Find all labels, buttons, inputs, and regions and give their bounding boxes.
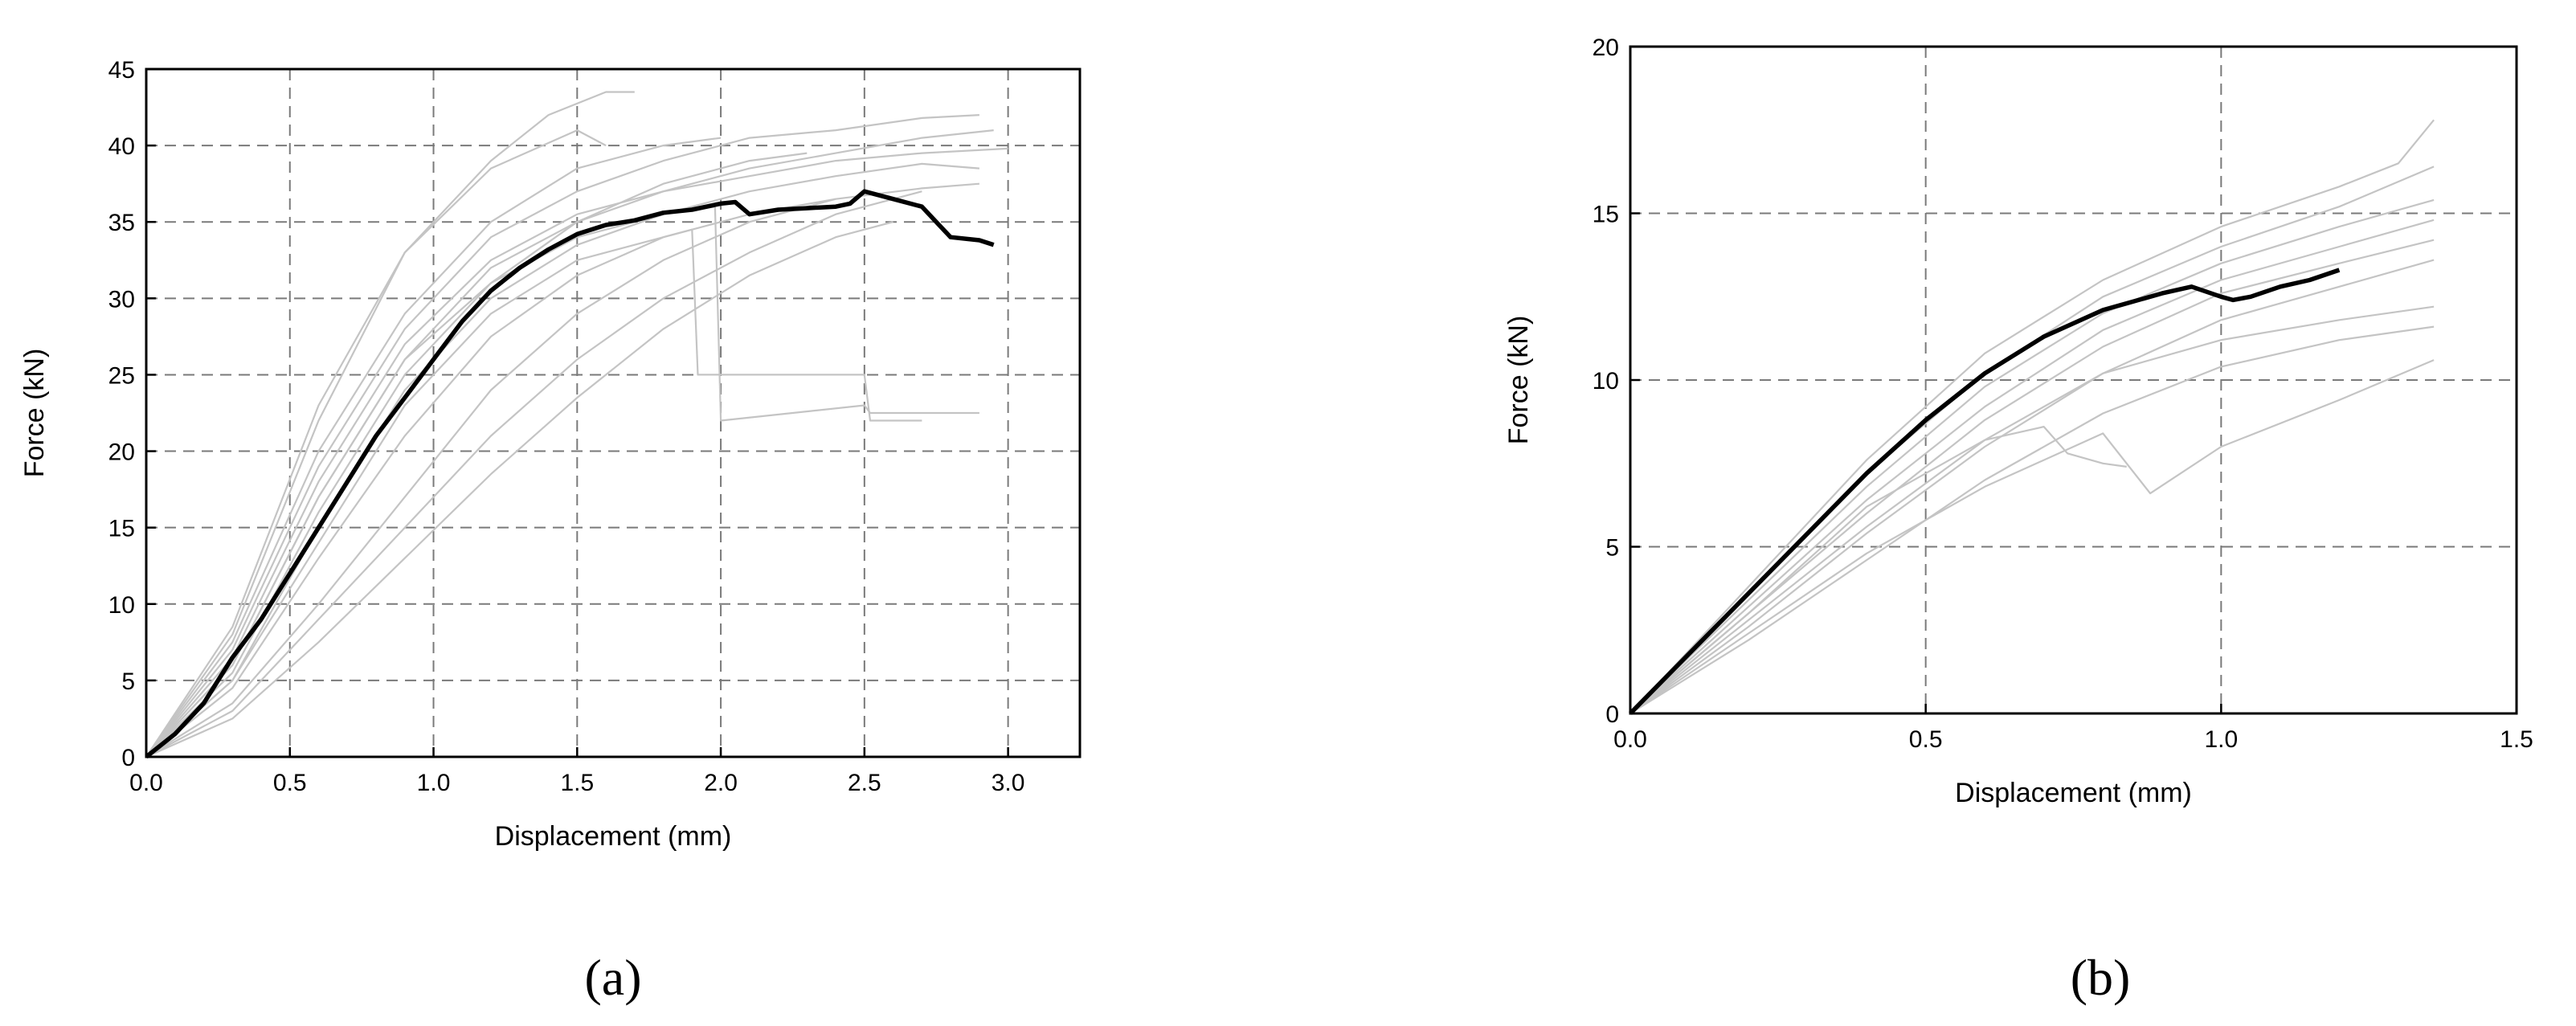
y-tick-label: 40 — [108, 133, 135, 160]
panel-label: (b) — [2071, 949, 2131, 1006]
x-tick-label: 1.5 — [2500, 726, 2533, 753]
specimen-curve — [145, 228, 922, 758]
chart-a: 0.0 0.5 1.0 1.5 2.0 2.5 3.0 0 5 10 15 20 25 30 35 40 45 D… — [19, 57, 1082, 1006]
panel-label: (a) — [584, 949, 641, 1006]
y-tick-label: 10 — [108, 592, 135, 619]
x-axis-label: Displacement (mm) — [495, 821, 732, 852]
specimen-curve — [1629, 239, 2435, 714]
x-ticks: 0.0 0.5 1.0 1.5 — [1613, 704, 2533, 753]
specimen-curve — [145, 129, 994, 758]
specimen-curve — [145, 137, 722, 758]
specimen-curve — [145, 206, 979, 758]
specimen-curve — [1629, 119, 2435, 714]
mean-curve — [1629, 268, 2341, 715]
x-tick-label: 2.0 — [704, 770, 738, 796]
y-tick-label: 30 — [108, 286, 135, 313]
y-tick-label: 25 — [108, 362, 135, 389]
specimen-curve — [145, 91, 635, 758]
y-tick-label: 0 — [121, 745, 135, 771]
x-axis-label: Displacement (mm) — [1955, 778, 2192, 808]
x-tick-label: 0.5 — [273, 770, 307, 796]
specimen-curve — [1629, 359, 2435, 714]
y-tick-label: 5 — [1605, 535, 1619, 562]
specimen-curve — [1629, 325, 2435, 714]
y-tick-label: 20 — [1593, 35, 1619, 61]
y-tick-label: 0 — [1605, 701, 1619, 728]
mean-curve — [145, 189, 995, 759]
x-tick-label: 3.0 — [992, 770, 1025, 796]
x-tick-label: 1.5 — [560, 770, 594, 796]
specimen-curve — [145, 152, 808, 758]
x-tick-label: 0.5 — [1909, 726, 1943, 753]
specimen-curve — [145, 114, 979, 758]
y-ticks: 0 5 10 15 20 — [1593, 35, 1640, 728]
x-tick-label: 2.5 — [848, 770, 881, 796]
specimen-curve — [145, 198, 836, 758]
x-tick-label: 1.0 — [2204, 726, 2238, 753]
y-tick-label: 15 — [108, 516, 135, 542]
specimen-curve — [1629, 198, 2435, 714]
specimen-curve — [145, 129, 607, 758]
series-group — [1629, 119, 2435, 715]
specimen-curve — [145, 221, 893, 758]
series-group — [145, 91, 1008, 759]
specimen-curve — [145, 162, 979, 758]
x-tick-label: 0.0 — [1613, 726, 1647, 753]
x-ticks: 0.0 0.5 1.0 1.5 2.0 2.5 3.0 — [129, 747, 1024, 796]
specimen-curve — [1629, 259, 2435, 714]
y-axis-label: Force (kN) — [1503, 316, 1534, 445]
specimen-curve — [1629, 219, 2435, 714]
y-ticks: 0 5 10 15 20 25 30 35 40 45 — [108, 57, 156, 771]
y-tick-label: 10 — [1593, 368, 1619, 394]
y-tick-label: 45 — [108, 57, 135, 84]
grid — [1630, 47, 2517, 713]
x-tick-label: 0.0 — [129, 770, 163, 796]
chart-b: 0.0 0.5 1.0 1.5 0 5 10 15 20 Displacement (mm) For… — [1503, 35, 2533, 1006]
y-axis-label: Force (kN) — [19, 349, 50, 478]
specimen-curve — [145, 182, 979, 758]
y-tick-label: 35 — [108, 210, 135, 236]
x-tick-label: 1.0 — [417, 770, 451, 796]
y-tick-label: 20 — [108, 439, 135, 466]
y-tick-label: 5 — [121, 668, 135, 695]
specimen-curve — [1629, 305, 2435, 714]
specimen-curve — [145, 190, 922, 758]
plot-frame — [145, 67, 1082, 758]
y-tick-label: 15 — [1593, 202, 1619, 228]
specimen-curve — [145, 147, 1008, 758]
specimen-curve — [1629, 425, 2127, 714]
